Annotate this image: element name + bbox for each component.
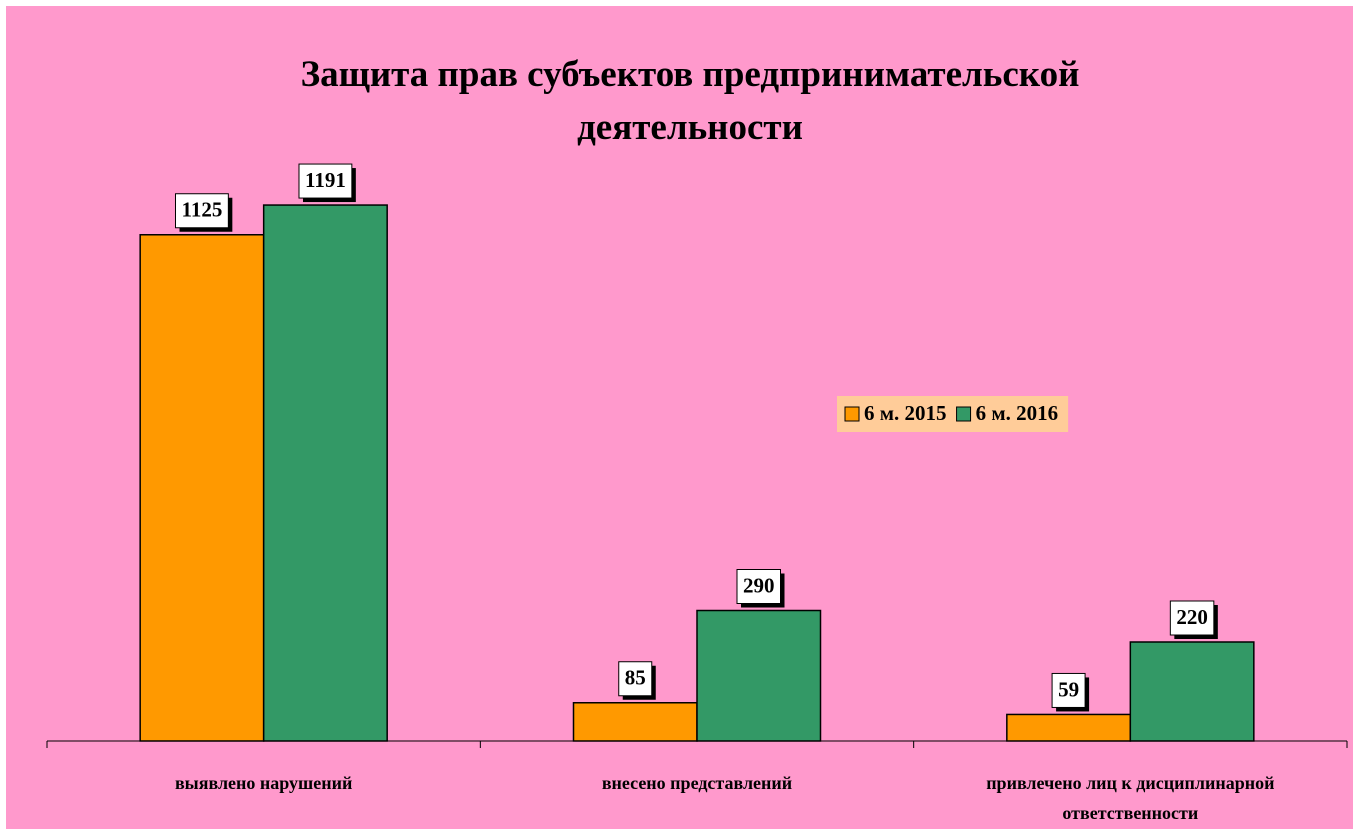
legend-swatch: [956, 406, 972, 422]
bar: [139, 234, 265, 742]
data-label: 85: [625, 666, 646, 690]
bar: [262, 204, 388, 742]
data-label: 290: [743, 573, 775, 597]
data-label: 1125: [181, 198, 222, 222]
bar: [572, 702, 698, 742]
data-label-box: [1051, 672, 1086, 708]
data-label-box: [618, 661, 653, 697]
x-tick-label: внесено представлений: [601, 773, 793, 793]
data-label-box: [174, 193, 229, 229]
data-label-box: [1169, 600, 1215, 636]
data-label-box: [736, 569, 781, 604]
data-label-box: [298, 163, 353, 199]
bar: [1006, 713, 1132, 742]
data-label: 220: [1176, 605, 1208, 629]
x-tick-label: привлечено лиц к дисциплинарной ответств…: [986, 773, 1275, 823]
legend-label: 6 м. 2015: [864, 401, 947, 425]
data-label: 1191: [305, 168, 346, 192]
bar: [696, 609, 822, 742]
legend-swatch: [844, 406, 860, 422]
bar: [1129, 641, 1255, 742]
legend-label: 6 м. 2016: [976, 401, 1059, 425]
chart-title: Защита прав субъектов предпринимательско…: [300, 54, 1080, 148]
x-tick-label: выявлено нарушений: [174, 773, 353, 793]
legend-box: [837, 396, 1069, 432]
data-label: 59: [1058, 677, 1079, 701]
